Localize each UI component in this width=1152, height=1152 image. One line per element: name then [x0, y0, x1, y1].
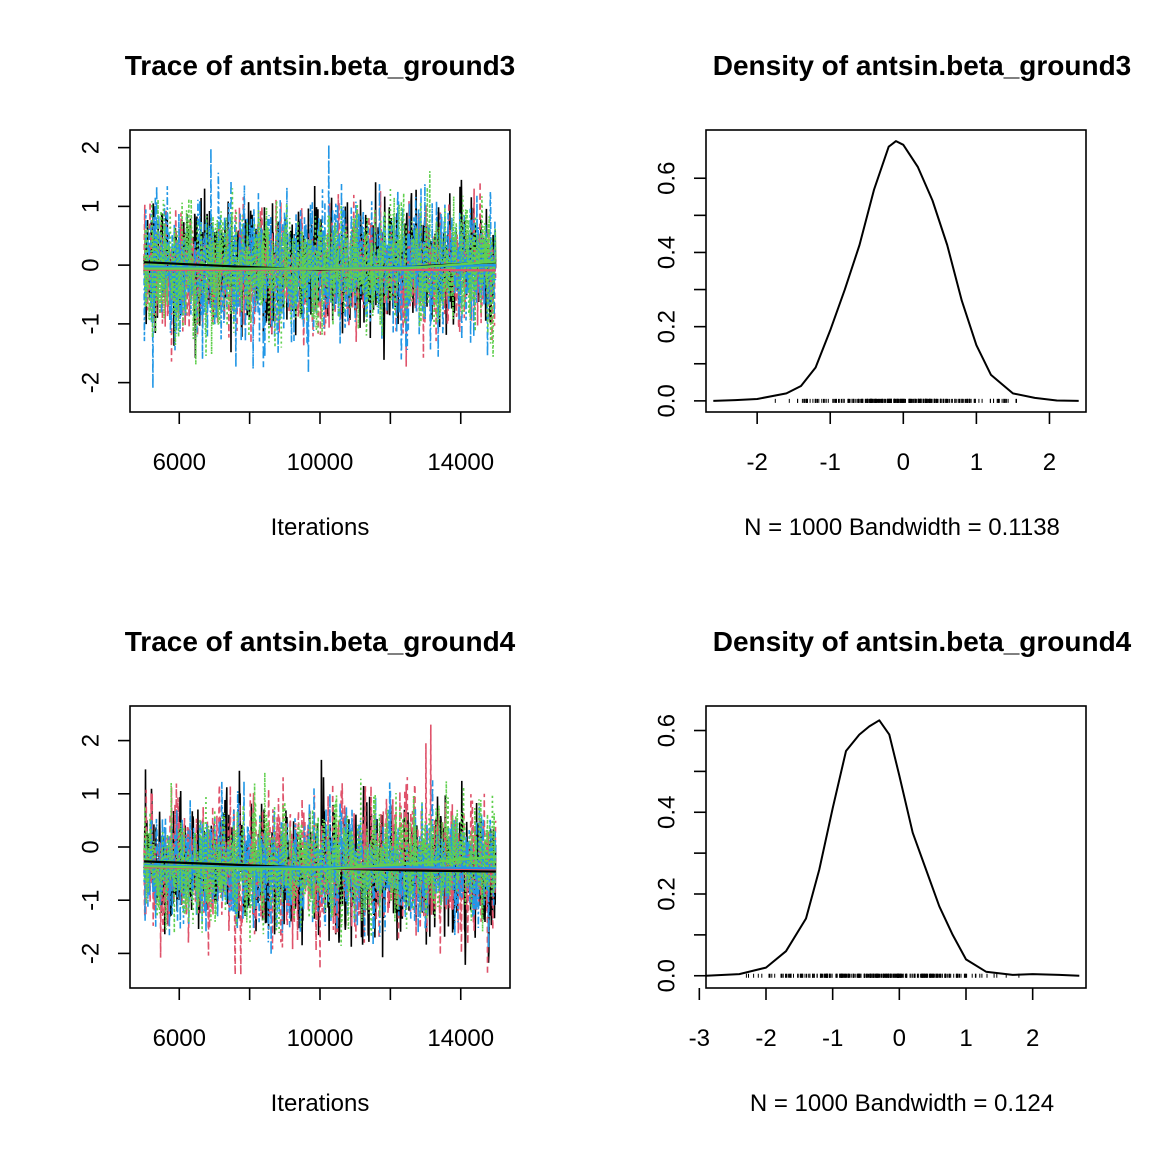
y-tick-label: 0.4	[653, 236, 680, 269]
density-curve	[706, 719, 1080, 977]
y-tick-label: -2	[77, 372, 104, 393]
chart-title: Density of antsin.beta_ground4	[713, 626, 1132, 657]
x-tick-label: 1	[959, 1025, 972, 1052]
x-axis-label: N = 1000 Bandwidth = 0.124	[750, 1090, 1054, 1117]
x-tick-label: -1	[820, 449, 841, 476]
y-tick-label: -2	[77, 943, 104, 964]
y-tick-label: 0	[77, 258, 104, 271]
panel-2: Density of antsin.beta_ground3 N = 1000 B…	[653, 50, 1131, 541]
x-tick-label: 2	[1043, 449, 1056, 476]
density-curve	[713, 140, 1079, 402]
plot-area	[706, 719, 1080, 978]
y-tick-label: 0.0	[653, 959, 680, 992]
y-tick-label: 0.4	[653, 796, 680, 829]
x-tick-label: 10000	[287, 449, 354, 476]
y-tick-label: 0	[77, 840, 104, 853]
x-tick-label: -2	[755, 1025, 776, 1052]
y-tick-label: 0.6	[653, 162, 680, 195]
x-axis-label: N = 1000 Bandwidth = 0.1138	[744, 514, 1060, 541]
y-tick-label: 0.0	[653, 384, 680, 417]
y-tick-label: 1	[77, 787, 104, 800]
panel-1: Trace of antsin.beta_ground3 Iterations 60…	[77, 50, 515, 541]
chart-title: Density of antsin.beta_ground3	[713, 50, 1132, 81]
trend-line-4	[144, 260, 496, 270]
y-tick-label: 0.6	[653, 714, 680, 747]
y-tick-label: 2	[77, 141, 104, 154]
y-tick-label: 0.2	[653, 877, 680, 910]
trace-series-4	[143, 171, 497, 365]
plot-area	[143, 144, 497, 389]
y-tick-label: 0.2	[653, 310, 680, 343]
chart-title: Trace of antsin.beta_ground3	[125, 50, 516, 81]
panel-3: Trace of antsin.beta_ground4 Iterations 60…	[77, 626, 515, 1117]
panel-4: Density of antsin.beta_ground4 N = 1000 B…	[653, 626, 1131, 1117]
x-tick-label: 6000	[153, 1025, 206, 1052]
y-tick-label: -1	[77, 890, 104, 911]
chart-title: Trace of antsin.beta_ground4	[125, 626, 516, 657]
rug	[774, 398, 1017, 403]
x-axis-label: Iterations	[271, 514, 370, 541]
plot-area	[143, 724, 497, 975]
x-tick-label: 6000	[153, 449, 206, 476]
x-tick-label: 10000	[287, 1025, 354, 1052]
x-tick-label: -2	[746, 449, 767, 476]
y-tick-label: 2	[77, 734, 104, 747]
plot-frame	[705, 129, 1087, 413]
trace-series-4	[143, 772, 497, 947]
x-tick-label: 0	[893, 1025, 906, 1052]
x-axis-label: Iterations	[271, 1090, 370, 1117]
x-tick-label: 2	[1026, 1025, 1039, 1052]
x-tick-label: 14000	[427, 449, 494, 476]
rug	[745, 973, 1020, 978]
x-tick-label: 14000	[427, 1025, 494, 1052]
plot-frame	[705, 705, 1087, 989]
x-tick-label: 0	[897, 449, 910, 476]
x-tick-label: -1	[822, 1025, 843, 1052]
y-tick-label: 1	[77, 200, 104, 213]
x-tick-label: 1	[970, 449, 983, 476]
y-tick-label: -1	[77, 313, 104, 334]
trend-line-4	[144, 855, 496, 871]
plot-area	[713, 140, 1079, 403]
x-tick-label: -3	[689, 1025, 710, 1052]
